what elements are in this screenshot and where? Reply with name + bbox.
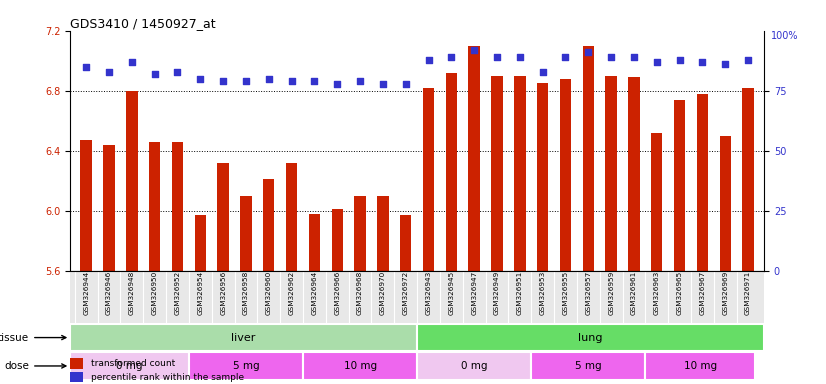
Text: 0 mg: 0 mg (116, 361, 143, 371)
Point (742, 56, 755, 63)
Point (695, 59, 709, 65)
Text: 5 mg: 5 mg (575, 361, 601, 371)
Point (559, 54, 572, 60)
Bar (217, 163, 229, 271)
Bar (468, 46, 480, 271)
Text: 0 mg: 0 mg (461, 361, 487, 371)
Point (468, 47, 481, 53)
Bar (377, 196, 388, 271)
Bar (70, 353, 189, 380)
Text: 100%: 100% (771, 31, 799, 41)
Point (377, 81, 390, 87)
Bar (423, 88, 434, 271)
Bar (491, 76, 503, 271)
Point (399, 81, 412, 87)
Bar (309, 214, 320, 271)
Text: 10 mg: 10 mg (344, 361, 377, 371)
Point (354, 78, 367, 84)
Bar (70, 324, 417, 351)
Bar (286, 163, 297, 271)
Bar (70, 372, 83, 382)
Text: GDS3410 / 1450927_at: GDS3410 / 1450927_at (70, 17, 216, 30)
Point (444, 54, 458, 60)
Point (262, 76, 275, 82)
Point (126, 59, 139, 65)
Bar (629, 77, 639, 271)
Point (308, 78, 321, 84)
Text: tissue: tissue (0, 333, 66, 343)
Bar (645, 353, 755, 380)
Point (240, 78, 253, 84)
Point (628, 54, 641, 60)
Point (673, 56, 686, 63)
Bar (582, 46, 594, 271)
Point (536, 68, 549, 74)
Point (79, 64, 93, 70)
Bar (674, 100, 686, 271)
Bar (103, 145, 115, 271)
Bar (417, 324, 764, 351)
Bar (743, 88, 754, 271)
Point (491, 54, 504, 60)
Point (650, 59, 663, 65)
Bar (126, 91, 138, 271)
Bar (331, 209, 343, 271)
Point (719, 61, 732, 68)
Point (513, 54, 526, 60)
Point (171, 68, 184, 74)
Point (102, 68, 116, 74)
Bar (189, 353, 303, 380)
Bar (303, 353, 417, 380)
Point (216, 78, 230, 84)
Point (605, 54, 618, 60)
Bar (537, 83, 548, 271)
Bar (80, 140, 92, 271)
Bar (651, 133, 662, 271)
Bar (354, 196, 366, 271)
Bar (696, 94, 708, 271)
Bar (195, 215, 206, 271)
Bar (149, 142, 160, 271)
Bar (70, 358, 83, 369)
Text: percentile rank within the sample: percentile rank within the sample (91, 372, 244, 382)
Text: liver: liver (231, 333, 256, 343)
Bar (400, 215, 411, 271)
Bar (719, 136, 731, 271)
Point (193, 76, 206, 82)
Bar (263, 179, 274, 271)
Text: dose: dose (4, 361, 66, 371)
Bar (605, 76, 617, 271)
Point (148, 71, 161, 77)
Point (330, 81, 344, 87)
Text: transformed count: transformed count (91, 359, 175, 368)
Bar (417, 353, 531, 380)
Point (422, 56, 435, 63)
Text: lung: lung (578, 333, 603, 343)
Text: 5 mg: 5 mg (233, 361, 259, 371)
Bar (172, 142, 183, 271)
Bar (446, 73, 457, 271)
Text: 10 mg: 10 mg (684, 361, 717, 371)
Point (285, 78, 298, 84)
Bar (531, 353, 645, 380)
Bar (560, 79, 572, 271)
Bar (514, 76, 525, 271)
Bar (240, 196, 252, 271)
Point (582, 49, 595, 55)
